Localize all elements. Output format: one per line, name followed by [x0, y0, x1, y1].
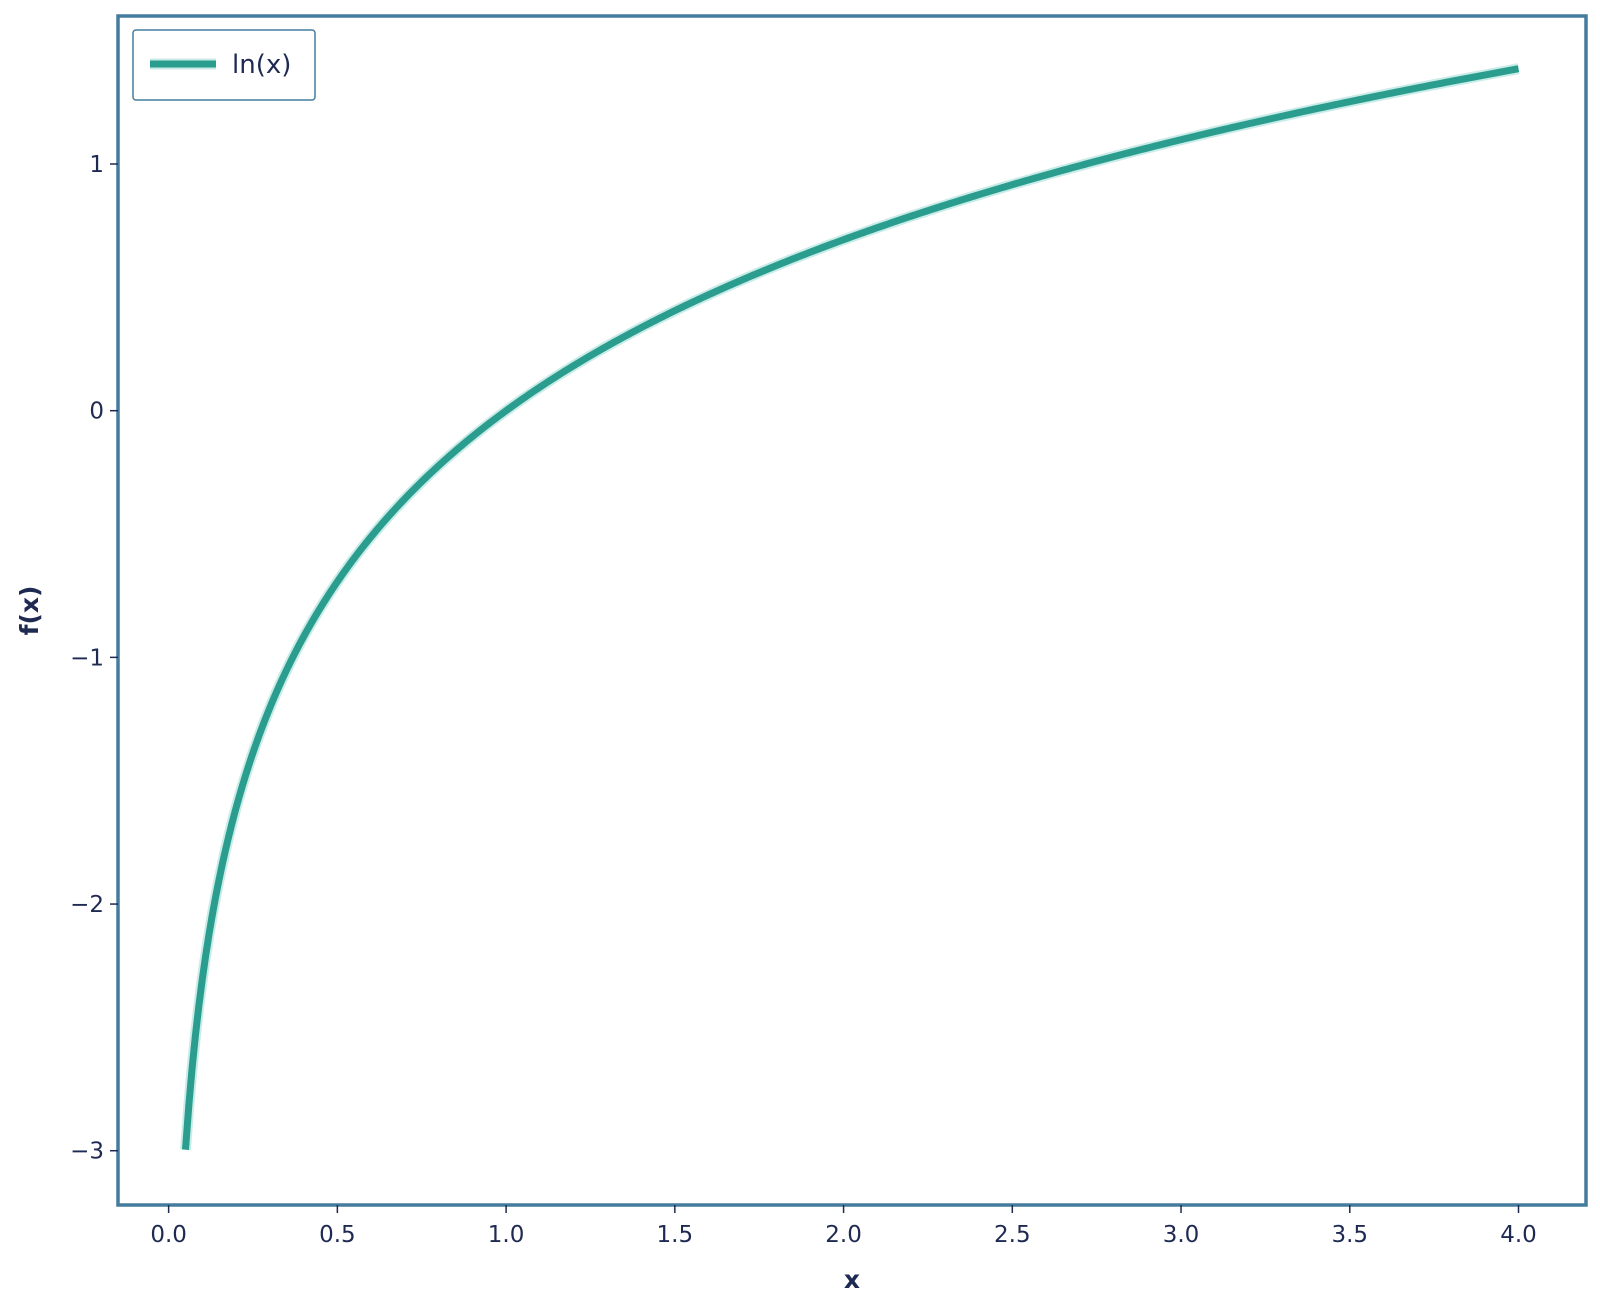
y-tick-label: 0: [89, 399, 104, 425]
series-0-line: [181, 65, 1520, 1150]
x-tick-label: 2.5: [994, 1222, 1031, 1248]
x-tick-label: 1.0: [488, 1222, 525, 1248]
x-tick-label: 0.0: [150, 1222, 187, 1248]
y-axis-label: f(x): [15, 586, 44, 636]
y-tick-label: 1: [89, 152, 104, 178]
legend: ln(x): [132, 29, 316, 101]
x-tick-label: 2.0: [825, 1222, 862, 1248]
y-tick-label: −3: [70, 1139, 104, 1165]
x-tick-label: 4.0: [1500, 1222, 1537, 1248]
x-axis-ticks: 0.0 0.5 1.0 1.5 2.0 2.5 3.0 3.5 4.0: [150, 1205, 1537, 1248]
plot-frame: [116, 14, 1588, 1207]
x-tick-label: 3.0: [1163, 1222, 1200, 1248]
x-tick-label: 1.5: [657, 1222, 694, 1248]
x-tick-label: 3.5: [1331, 1222, 1368, 1248]
plot-area: [180, 63, 1521, 1151]
x-axis-label: x: [844, 1265, 860, 1294]
legend-box: [132, 29, 316, 101]
x-tick-label: 0.5: [319, 1222, 356, 1248]
y-axis-ticks: −3 −2 −1 0 1: [70, 152, 118, 1165]
legend-label: ln(x): [232, 50, 291, 80]
y-tick-label: −2: [70, 892, 104, 918]
y-tick-label: −1: [70, 645, 104, 671]
